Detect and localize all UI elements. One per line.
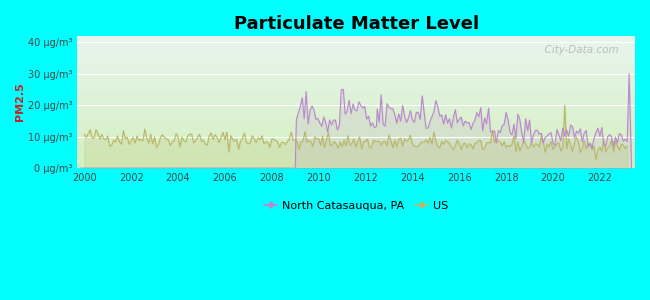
Y-axis label: PM2.5: PM2.5: [15, 83, 25, 122]
Text: City-Data.com: City-Data.com: [538, 45, 618, 55]
Legend: North Catasauqua, PA, US: North Catasauqua, PA, US: [259, 196, 452, 215]
Title: Particulate Matter Level: Particulate Matter Level: [233, 15, 478, 33]
